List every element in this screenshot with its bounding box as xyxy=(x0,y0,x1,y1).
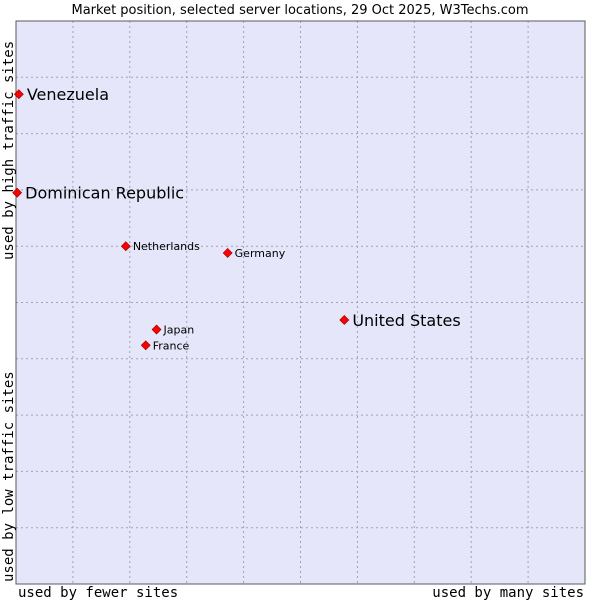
y-axis-label-high: used by high traffic sites xyxy=(1,41,17,260)
point-label-germany: Germany xyxy=(235,247,286,260)
data-points: Venezuela Dominican Republic Netherlands Ge… xyxy=(12,85,461,352)
point-label-united-states: United States xyxy=(352,311,460,330)
point-marker-japan xyxy=(151,324,162,335)
point-marker-netherlands xyxy=(120,241,131,252)
point-marker-france xyxy=(140,340,151,351)
point-label-netherlands: Netherlands xyxy=(133,240,200,253)
point-marker-united-states xyxy=(339,315,350,325)
point-label-japan: Japan xyxy=(163,324,195,337)
x-axis-label-low: used by fewer sites xyxy=(18,585,178,600)
point-marker-dominican-republic xyxy=(12,187,23,198)
plot-border xyxy=(15,20,586,585)
point-marker-germany xyxy=(222,248,233,258)
point-label-dominican-republic: Dominican Republic xyxy=(25,184,184,203)
point-label-venezuela: Venezuela xyxy=(27,85,109,104)
point-label-france: France xyxy=(153,339,190,352)
point-marker-venezuela xyxy=(13,89,24,100)
y-axis-label-low: used by low traffic sites xyxy=(1,371,17,582)
grid-lines xyxy=(16,21,585,584)
x-axis-label-high: used by many sites xyxy=(432,585,584,600)
chart-title: Market position, selected server locatio… xyxy=(71,3,528,18)
